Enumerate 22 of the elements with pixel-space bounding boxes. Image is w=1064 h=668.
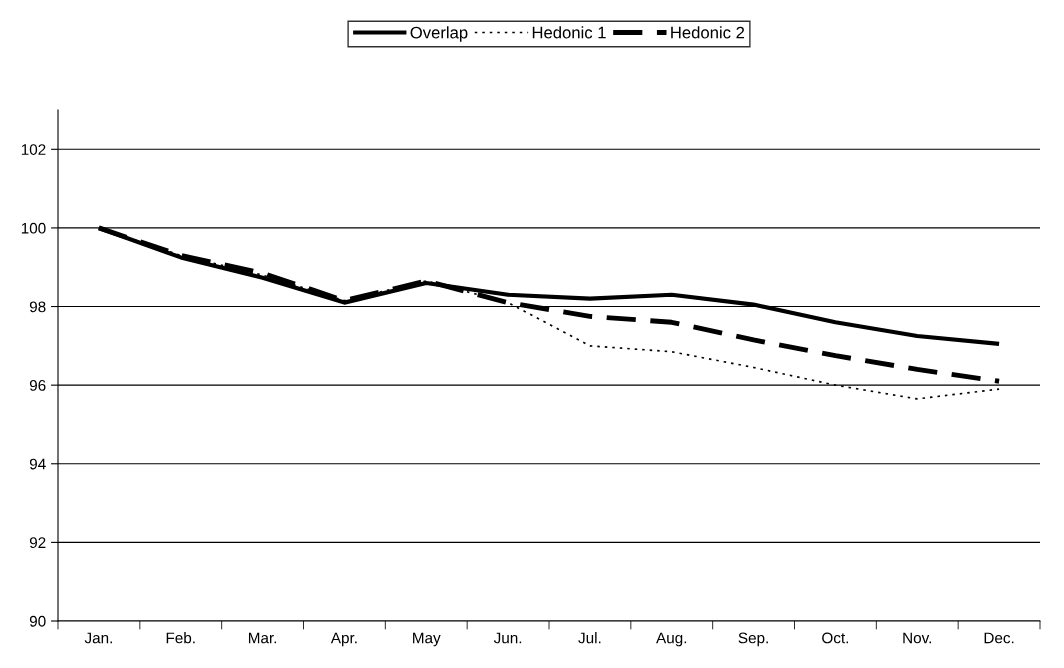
x-tick-label: May [413, 632, 441, 647]
y-tick-label: 98 [29, 301, 46, 313]
x-tick-label: Mar. [248, 632, 277, 644]
x-tick-label: Jul. [578, 632, 601, 644]
x-tick-label: Oct. [822, 632, 849, 644]
y-tick-label: 96 [29, 380, 46, 391]
legend-label: Overlap [410, 26, 468, 42]
legend-label: Hedonic 2 [671, 26, 745, 39]
x-tick-label: Nov. [903, 632, 931, 644]
y-tick-label: 92 [29, 537, 46, 549]
y-tick-label: 90 [29, 615, 46, 627]
x-tick-label: Apr. [330, 632, 357, 647]
y-tick-label: 102 [21, 144, 46, 155]
legend-label: Hedonic 1 [532, 26, 606, 39]
x-tick-label: Dec. [984, 632, 1014, 644]
x-tick-label: Aug. [656, 632, 687, 647]
y-tick-label: 94 [29, 458, 46, 470]
x-tick-label: Feb. [166, 632, 195, 644]
y-tick-label: 100 [21, 222, 46, 234]
x-tick-label: Sep. [738, 632, 768, 647]
x-tick-label: Jun. [493, 632, 522, 644]
x-tick-label: Jan. [84, 632, 112, 644]
